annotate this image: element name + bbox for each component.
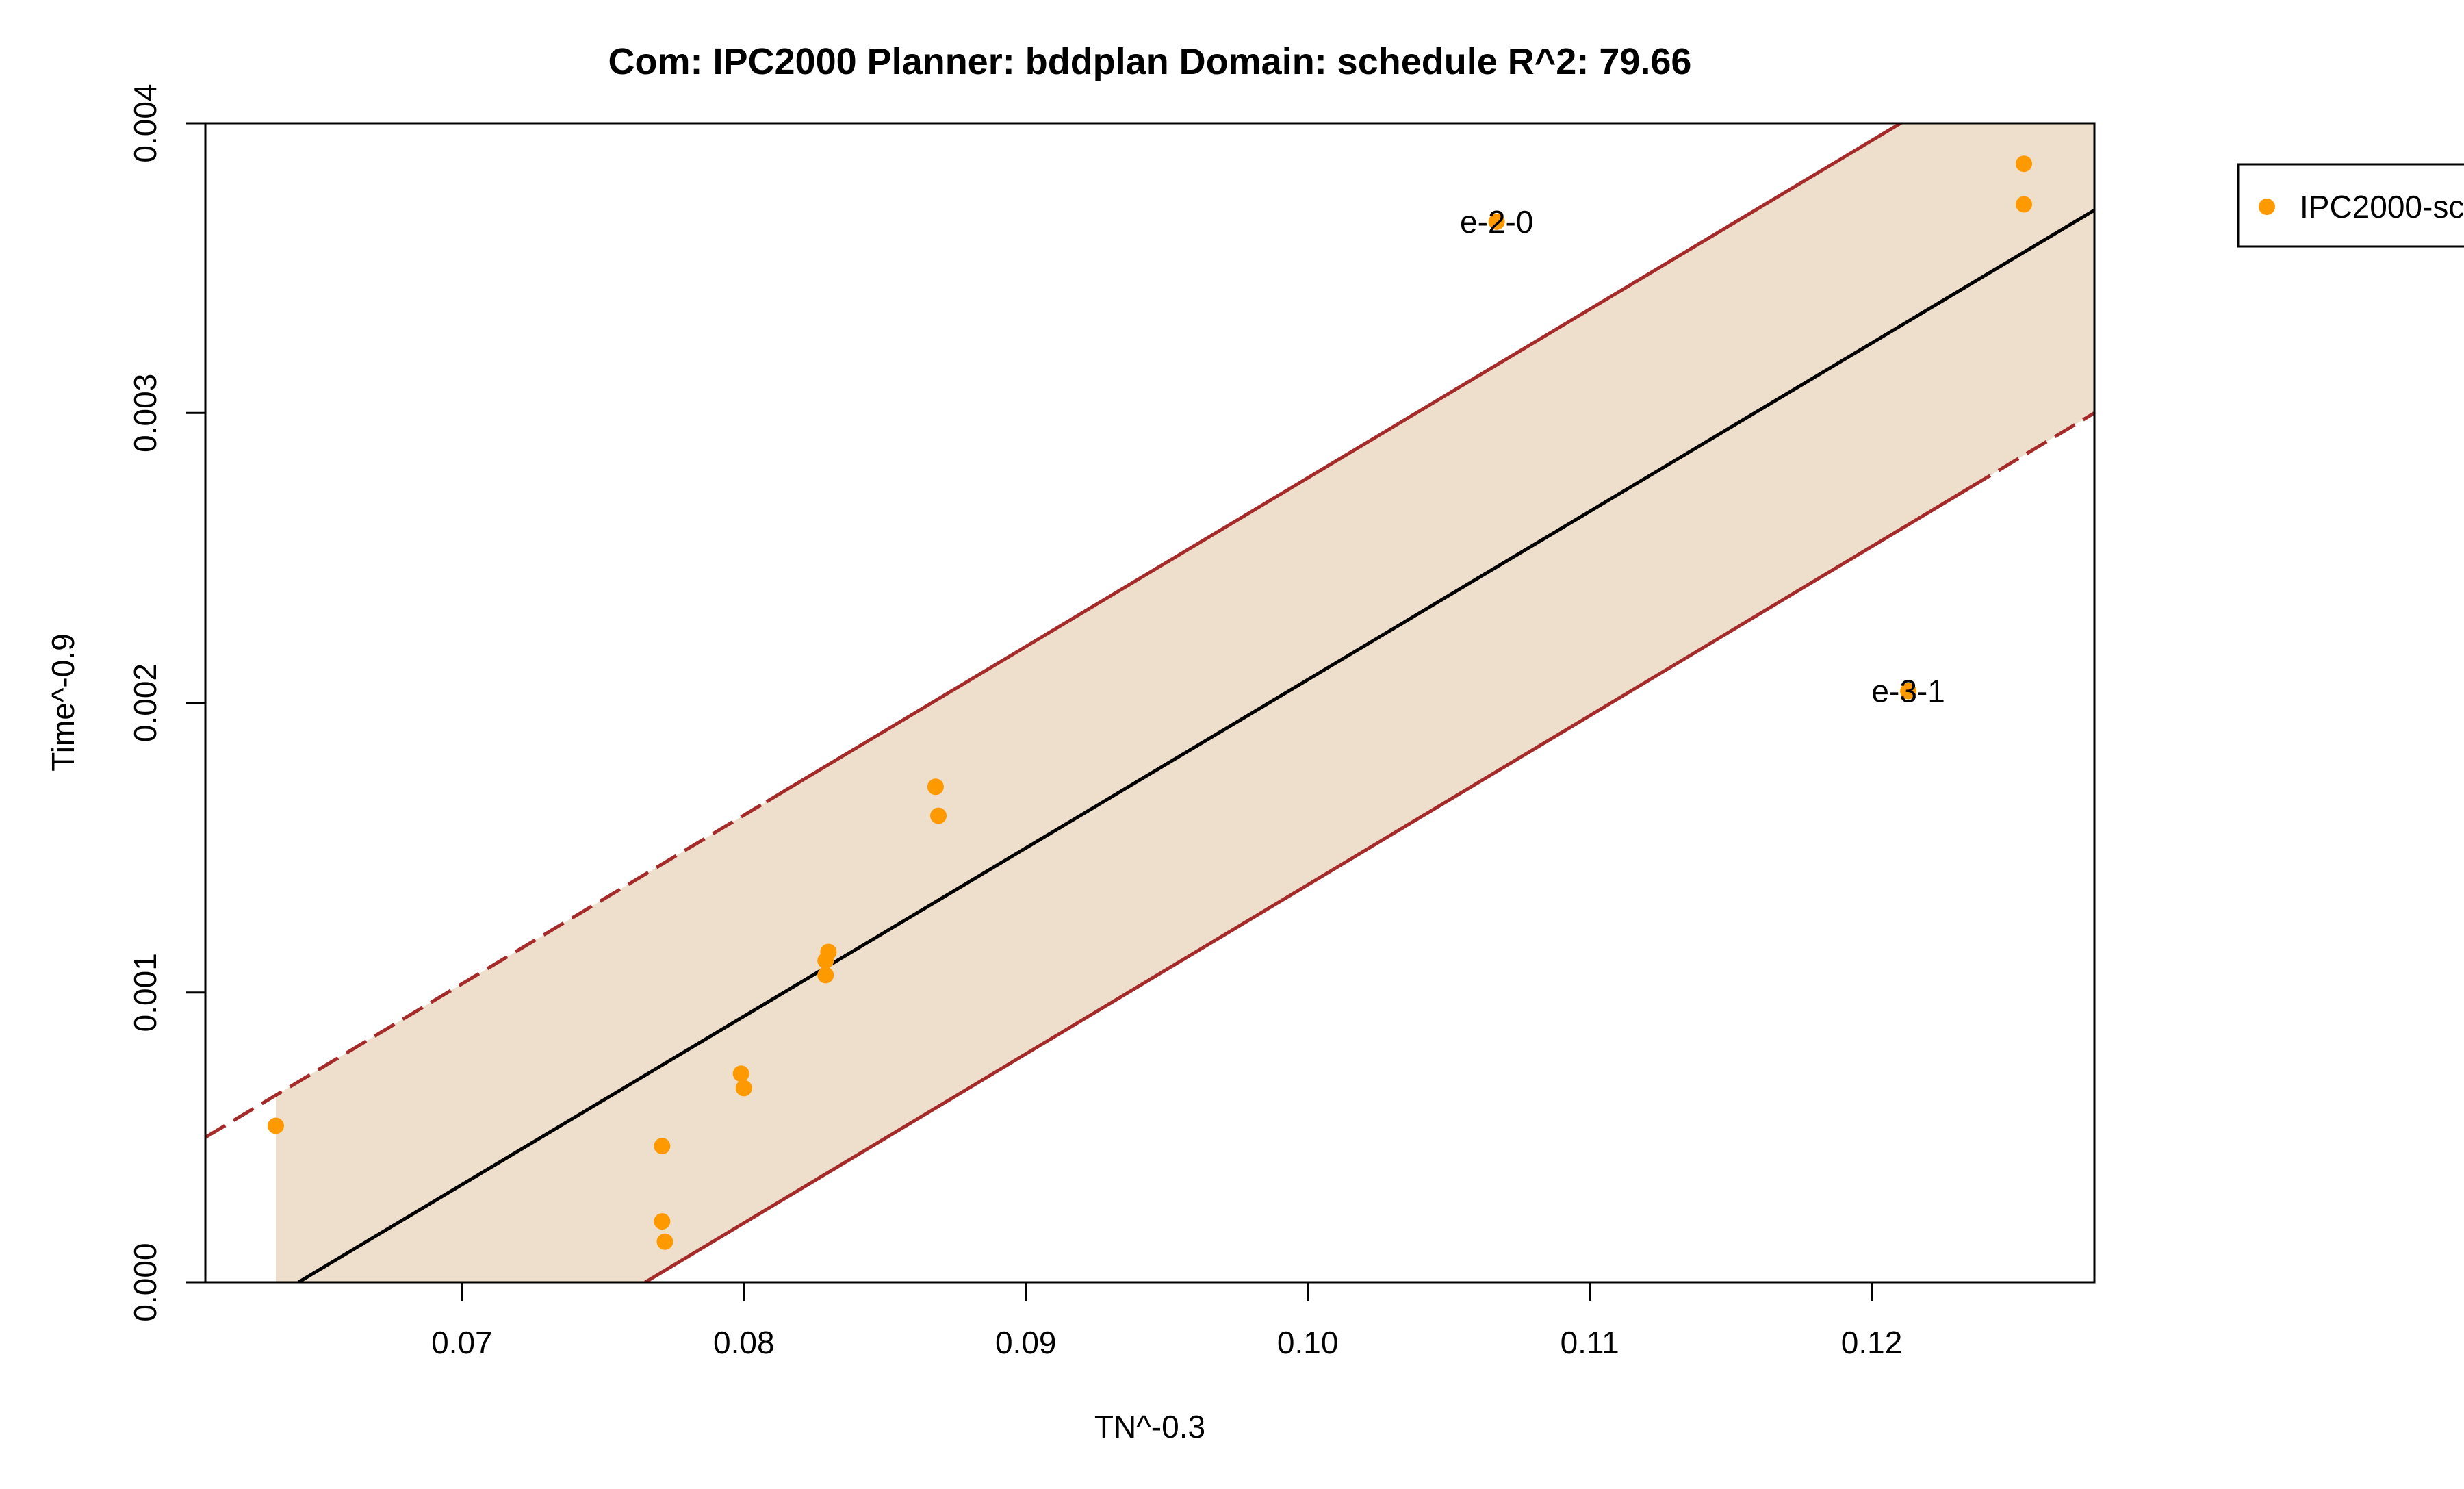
plot-area bbox=[205, 123, 2094, 1282]
data-point bbox=[2016, 155, 2033, 173]
data-point bbox=[1488, 213, 1505, 230]
x-tick-label: 0.09 bbox=[995, 1325, 1057, 1360]
data-point bbox=[656, 1233, 673, 1250]
y-axis: 0.000 0.001 0.002 0.003 0.004 bbox=[127, 84, 207, 1322]
point-label: e-3-1 bbox=[1871, 674, 1945, 709]
data-point bbox=[732, 1065, 749, 1082]
data-point bbox=[817, 952, 834, 969]
upper-bound-line-dashed bbox=[205, 800, 768, 1139]
data-point bbox=[735, 1080, 752, 1097]
data-point bbox=[930, 807, 947, 824]
data-points bbox=[267, 155, 2033, 1250]
x-tick-label: 0.08 bbox=[713, 1325, 775, 1360]
lower-bound-line bbox=[644, 485, 1972, 1282]
x-tick-label: 0.12 bbox=[1841, 1325, 1903, 1360]
prediction-band-area bbox=[275, 123, 2094, 1282]
x-axis-label: TN^-0.3 bbox=[1094, 1409, 1205, 1445]
prediction-band bbox=[275, 123, 2094, 1282]
legend: IPC2000-sc bbox=[2237, 163, 2464, 248]
y-tick-label: 0.001 bbox=[127, 953, 163, 1032]
legend-entry-label: IPC2000-sc bbox=[2300, 189, 2464, 225]
y-tick-label: 0.002 bbox=[127, 663, 163, 742]
y-tick-label: 0.004 bbox=[127, 84, 163, 162]
data-point bbox=[2016, 196, 2033, 213]
legend-marker bbox=[2259, 199, 2275, 215]
upper-bound-line bbox=[765, 123, 1904, 804]
lower-bound-line-dashed bbox=[1969, 411, 2094, 489]
y-tick-label: 0.000 bbox=[127, 1243, 163, 1321]
chart-title: Com: IPC2000 Planner: bddplan Domain: sc… bbox=[608, 41, 1692, 82]
data-point bbox=[267, 1117, 284, 1134]
data-point bbox=[654, 1138, 671, 1155]
y-tick-label: 0.003 bbox=[127, 374, 163, 453]
data-point bbox=[817, 967, 834, 984]
regression-lines bbox=[205, 123, 2094, 1282]
x-axis: 0.07 0.08 0.09 0.10 0.11 0.12 bbox=[431, 1281, 1903, 1360]
point-labels: e-2-0 e-3-1 bbox=[1460, 204, 1945, 709]
data-point bbox=[1900, 683, 1917, 700]
data-point bbox=[927, 778, 944, 796]
x-tick-label: 0.07 bbox=[431, 1325, 493, 1360]
data-point bbox=[654, 1213, 671, 1230]
x-tick-label: 0.10 bbox=[1277, 1325, 1339, 1360]
y-axis-label: Time^-0.9 bbox=[45, 633, 81, 771]
regression-fit-line bbox=[297, 208, 2094, 1282]
legend-box bbox=[2237, 163, 2464, 248]
point-label: e-2-0 bbox=[1460, 204, 1533, 240]
x-tick-label: 0.11 bbox=[1561, 1325, 1619, 1360]
